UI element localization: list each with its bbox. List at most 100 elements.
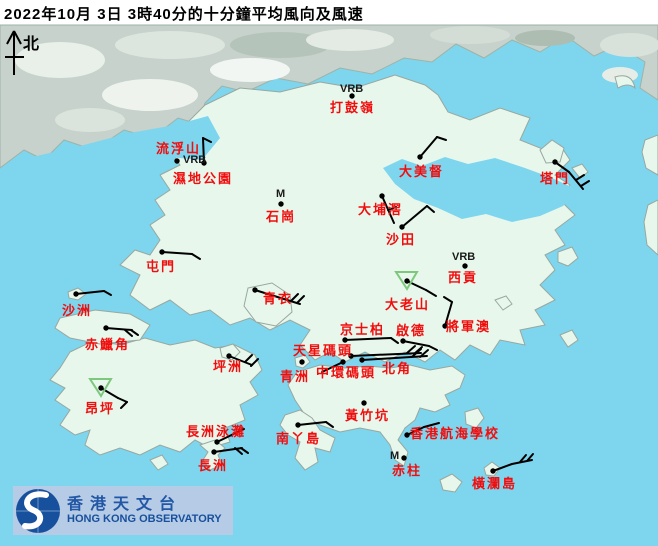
tap-mun-island	[539, 139, 565, 164]
station-label: 天星碼頭	[293, 343, 354, 358]
station-dot	[348, 353, 354, 359]
station-dot	[98, 385, 104, 391]
wind-barb	[425, 289, 437, 297]
station-label: 大美督	[399, 164, 445, 179]
station-flag-label: VRB	[340, 83, 364, 95]
station-label: 沙洲	[62, 303, 93, 318]
station-label: 石崗	[266, 209, 297, 224]
station-dot	[442, 323, 448, 329]
station-dot	[399, 224, 405, 230]
wind-barb	[428, 345, 438, 351]
wind-barb	[344, 337, 392, 341]
station-dot	[490, 468, 496, 474]
hko-logo-banner: 香港天文台 HONG KONG OBSERVATORY	[13, 486, 233, 535]
mainland-landmass	[0, 24, 658, 169]
wind-barb	[511, 459, 533, 465]
station-dot	[159, 249, 165, 255]
station-dot	[462, 263, 468, 269]
station-flag-label: M	[390, 450, 400, 462]
islands-group	[49, 75, 658, 493]
station-label: 沙田	[386, 232, 417, 247]
wind-barb	[254, 289, 301, 305]
station-dot	[359, 357, 365, 363]
station-dot	[201, 160, 207, 166]
station-dot	[73, 291, 79, 297]
wind-barb	[419, 349, 429, 358]
soko-islet	[149, 454, 169, 471]
station-dot	[278, 201, 284, 207]
wind-barb	[350, 352, 422, 357]
map-title: 2022年10月 3日 3時40分的十分鐘平均風向及風速	[4, 6, 364, 23]
wind-barb	[419, 136, 438, 158]
lamma-island	[279, 409, 336, 471]
east-edge-islet-2	[643, 199, 658, 256]
station-dot	[299, 359, 305, 365]
station-dot	[214, 439, 220, 445]
triangle-marker	[394, 271, 419, 291]
station-label: 將軍澳	[446, 319, 492, 334]
wind-barb	[580, 180, 590, 187]
station-label: 北角	[382, 361, 413, 376]
station-dot	[404, 278, 410, 284]
station-label: 坪洲	[213, 359, 244, 374]
station-dot	[295, 422, 301, 428]
logo-chinese-title: 香港天文台	[67, 496, 183, 513]
station-label: 青衣	[263, 291, 294, 306]
wind-barb	[234, 447, 243, 455]
station-label: 昂坪	[85, 401, 116, 416]
station-label: 中環碼頭	[316, 365, 377, 380]
station-label: 橫瀾島	[472, 476, 518, 491]
wind-barb	[120, 401, 128, 409]
wind-barb	[117, 397, 128, 403]
station-flag-label: VRB	[452, 251, 476, 263]
wind-barb	[297, 421, 327, 426]
wind-barb	[402, 340, 430, 347]
wind-barb	[575, 174, 585, 181]
hong-kong-island	[287, 364, 466, 467]
wind-barb	[390, 337, 399, 344]
wind-barb	[191, 253, 201, 260]
station-label: 黃竹坑	[345, 408, 391, 423]
north-label: 北	[23, 36, 40, 53]
wind-barb	[75, 290, 105, 295]
station-dot	[340, 359, 346, 365]
airport-island	[54, 309, 151, 345]
tolo-harbour	[383, 157, 580, 222]
station-dot	[404, 432, 410, 438]
wind-barb	[103, 290, 112, 296]
station-label: 流浮山	[156, 141, 202, 156]
wind-barb	[105, 327, 133, 331]
wind-barb	[443, 296, 453, 303]
wind-barb	[240, 447, 249, 454]
station-dot	[211, 449, 217, 455]
station-label: 赤鱲角	[85, 337, 131, 352]
station-label: 大埔滘	[358, 202, 404, 217]
station-label: 屯門	[146, 259, 177, 274]
wind-barb	[124, 329, 133, 337]
station-label: 赤柱	[392, 463, 423, 478]
wind-barb	[519, 454, 527, 463]
logo-english-title: HONG KONG OBSERVATORY	[67, 513, 222, 525]
station-dot	[379, 193, 385, 199]
wind-barb	[325, 421, 334, 428]
wind-barb	[406, 426, 425, 436]
tung-lung-islet	[464, 407, 485, 429]
kau-sai-islet	[557, 246, 579, 267]
station-dot	[226, 353, 232, 359]
wind-barb	[202, 137, 205, 164]
po-toi-islet	[439, 473, 463, 493]
wind-barb	[554, 161, 570, 173]
station-label: 塔門	[540, 171, 571, 186]
stations-layer	[73, 93, 590, 474]
port-shelter-islet	[494, 295, 513, 311]
station-dot	[401, 455, 407, 461]
station-label: 南丫島	[276, 431, 322, 446]
wind-barb	[216, 428, 245, 443]
wind-barb	[444, 301, 453, 327]
crescent-islet	[614, 75, 636, 90]
triangle-marker	[88, 378, 113, 398]
station-dot	[252, 287, 258, 293]
station-flag-label: VRB	[183, 154, 207, 166]
